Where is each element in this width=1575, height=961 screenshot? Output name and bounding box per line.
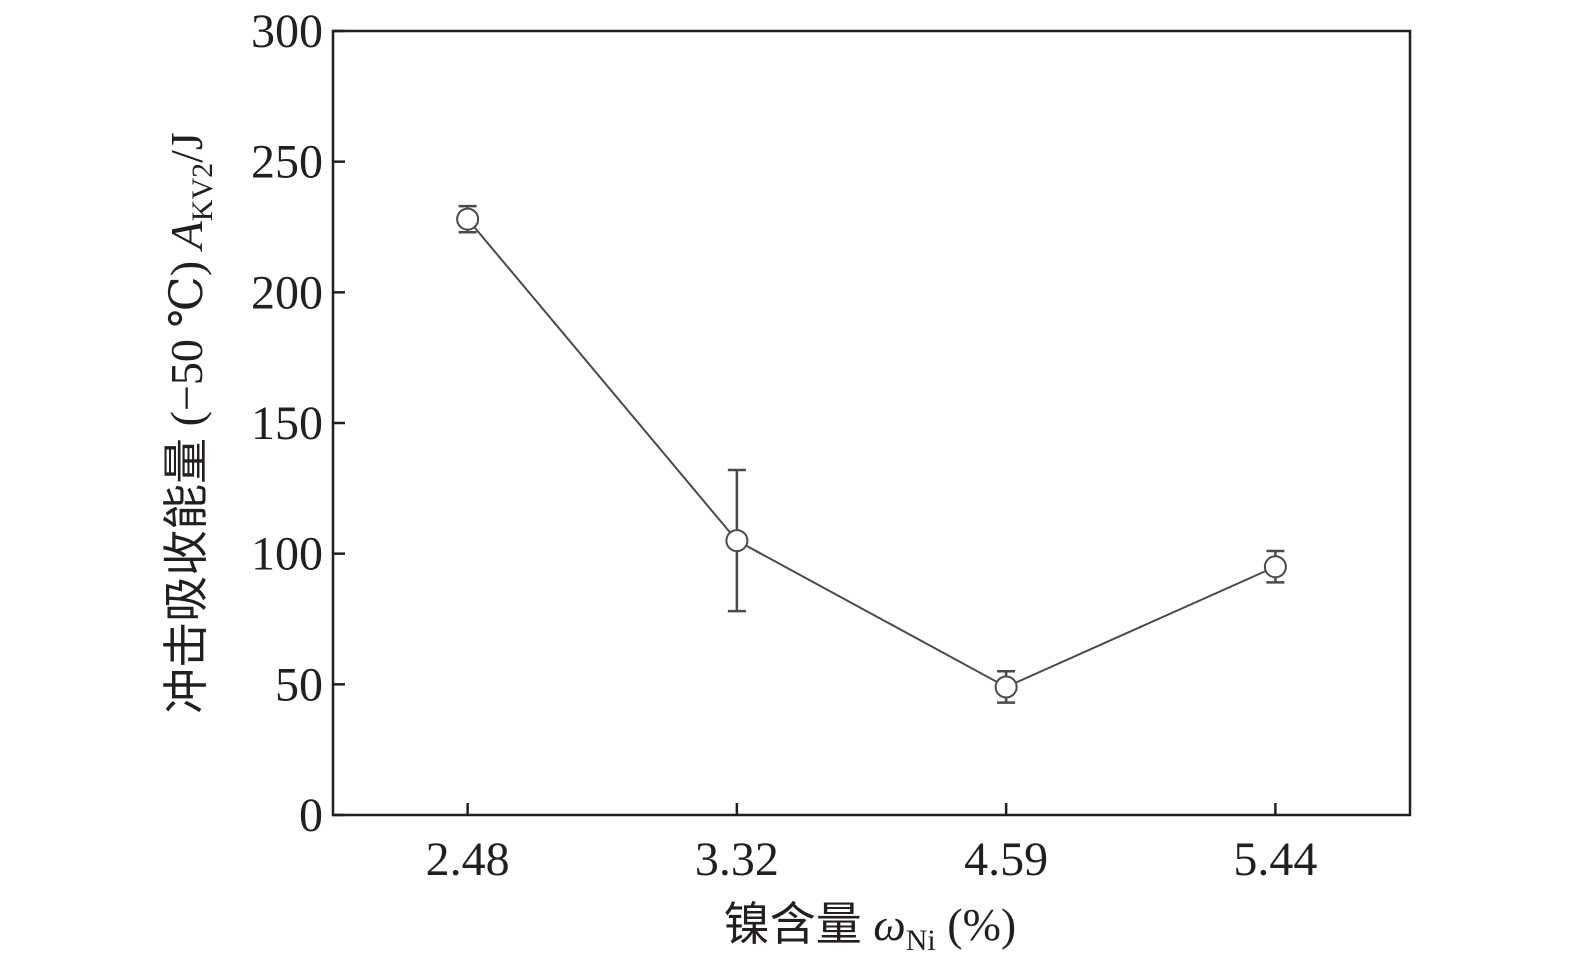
y-label-symbol: A <box>161 220 212 252</box>
plot-frame <box>331 29 1412 817</box>
y-tick-label: 100 <box>251 528 323 581</box>
y-label-subscript: KV2 <box>186 163 219 221</box>
x-label-subscript: Ni <box>906 924 936 957</box>
y-tick-label: 50 <box>275 658 323 711</box>
y-tick-label: 0 <box>299 789 323 842</box>
x-tick-label: 5.44 <box>1233 833 1317 886</box>
x-tick-label: 2.48 <box>426 833 510 886</box>
x-label-text: 镍含量 <box>724 899 874 950</box>
data-point <box>1263 555 1287 579</box>
data-point <box>994 675 1018 699</box>
y-label-unit: /J <box>161 132 212 163</box>
data-point <box>456 207 480 231</box>
x-tick-label: 4.59 <box>964 833 1048 886</box>
y-tick-label: 150 <box>251 397 323 450</box>
y-tick-label: 300 <box>251 5 323 58</box>
x-tick-label: 3.32 <box>695 833 779 886</box>
data-point <box>725 529 749 553</box>
x-label-symbol: ω <box>873 899 905 950</box>
series-line <box>466 218 1276 689</box>
y-tick-label: 200 <box>251 266 323 319</box>
y-label-text: 冲击吸收能量 (−50 ℃) <box>161 249 212 714</box>
y-tick-label: 250 <box>251 136 323 189</box>
y-axis-label: 冲击吸收能量 (−50 ℃) AKV2/J <box>161 132 219 714</box>
x-axis-label: 镍含量 ωNi (%) <box>724 899 1016 957</box>
x-label-unit: (%) <box>936 899 1016 950</box>
